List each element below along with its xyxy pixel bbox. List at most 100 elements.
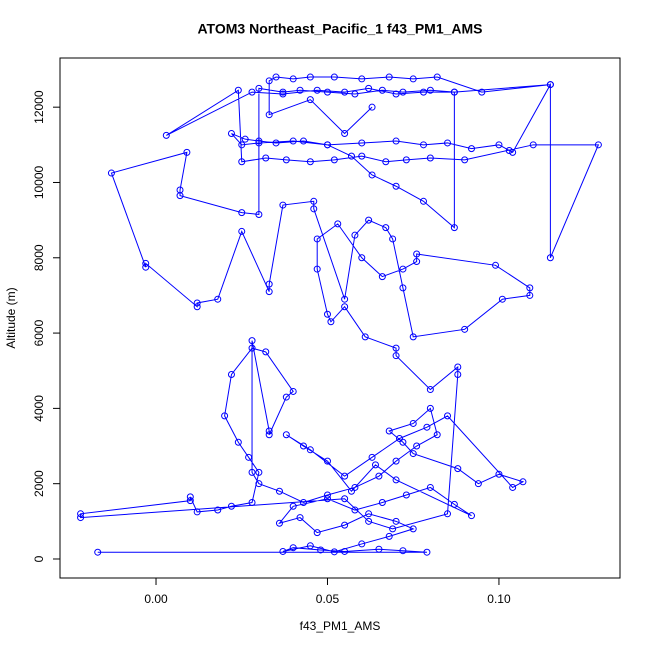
- data-point: [478, 88, 486, 96]
- data-point: [248, 88, 256, 96]
- data-point: [526, 284, 534, 292]
- data-point: [450, 88, 458, 96]
- data-point: [347, 152, 355, 160]
- data-point: [392, 182, 400, 190]
- data-point: [238, 141, 246, 149]
- data-point: [262, 154, 270, 162]
- data-point: [234, 86, 242, 94]
- data-point: [423, 548, 431, 556]
- data-point: [358, 75, 366, 83]
- data-point: [365, 216, 373, 224]
- data-point: [375, 545, 383, 553]
- x-tick-label: 0.10: [487, 592, 511, 606]
- data-point: [358, 254, 366, 262]
- data-point: [248, 344, 256, 352]
- data-point: [142, 259, 150, 267]
- data-point: [399, 265, 407, 273]
- data-point: [526, 291, 534, 299]
- data-point: [358, 152, 366, 160]
- data-point: [426, 86, 434, 94]
- data-point: [234, 438, 242, 446]
- data-point: [365, 510, 373, 518]
- data-point: [186, 497, 194, 505]
- data-point: [289, 75, 297, 83]
- y-tick-label: 8000: [32, 244, 46, 271]
- data-point: [272, 73, 280, 81]
- data-point: [519, 478, 527, 486]
- data-point: [238, 209, 246, 217]
- data-point: [289, 387, 297, 395]
- data-point: [306, 73, 314, 81]
- data-point: [351, 90, 359, 98]
- data-point: [255, 137, 263, 145]
- data-point: [594, 141, 602, 149]
- data-point: [296, 86, 304, 94]
- data-point: [282, 431, 290, 439]
- data-point: [248, 337, 256, 345]
- data-point: [461, 325, 469, 333]
- data-point: [241, 135, 249, 143]
- data-point: [378, 499, 386, 507]
- data-point: [341, 303, 349, 311]
- data-point: [310, 205, 318, 213]
- data-point: [347, 487, 355, 495]
- data-point: [392, 457, 400, 465]
- data-point: [492, 261, 500, 269]
- data-point: [334, 220, 342, 228]
- data-point: [306, 542, 314, 550]
- data-point: [395, 435, 403, 443]
- data-point: [389, 525, 397, 533]
- data-point: [299, 442, 307, 450]
- data-point: [382, 224, 390, 232]
- y-tick-label: 4000: [32, 395, 46, 422]
- data-point: [323, 491, 331, 499]
- y-tick-label: 6000: [32, 319, 46, 346]
- data-point: [306, 96, 314, 104]
- data-point: [420, 141, 428, 149]
- data-point: [107, 169, 115, 177]
- data-point: [341, 130, 349, 138]
- data-point: [183, 148, 191, 156]
- data-point: [351, 483, 359, 491]
- data-point: [358, 139, 366, 147]
- data-point: [214, 506, 222, 514]
- data-point: [399, 88, 407, 96]
- data-point: [368, 171, 376, 179]
- data-point: [330, 73, 338, 81]
- data-point: [279, 88, 287, 96]
- data-point: [378, 273, 386, 281]
- data-point: [420, 197, 428, 205]
- data-point: [289, 502, 297, 510]
- data-point: [546, 81, 554, 89]
- data-point: [313, 235, 321, 243]
- data-point: [351, 506, 359, 514]
- data-point: [265, 427, 273, 435]
- y-tick-label: 10000: [32, 165, 46, 199]
- data-point: [341, 295, 349, 303]
- data-point: [392, 90, 400, 98]
- data-point: [392, 352, 400, 360]
- data-point: [509, 148, 517, 156]
- data-point: [444, 139, 452, 147]
- data-point: [341, 547, 349, 555]
- data-point: [468, 512, 476, 520]
- data-point: [392, 344, 400, 352]
- data-point: [323, 495, 331, 503]
- data-point: [341, 88, 349, 96]
- data-point: [385, 427, 393, 435]
- data-point: [529, 141, 537, 149]
- data-point: [227, 370, 235, 378]
- x-tick-label: 0.00: [144, 592, 168, 606]
- x-axis-label: f43_PM1_AMS: [300, 619, 381, 633]
- data-point: [371, 461, 379, 469]
- data-point: [454, 370, 462, 378]
- data-point: [265, 280, 273, 288]
- data-point: [227, 130, 235, 138]
- data-point: [385, 73, 393, 81]
- data-point: [426, 386, 434, 394]
- data-point: [94, 548, 102, 556]
- data-point: [193, 303, 201, 311]
- data-point: [402, 491, 410, 499]
- data-point: [299, 499, 307, 507]
- data-point: [413, 258, 421, 266]
